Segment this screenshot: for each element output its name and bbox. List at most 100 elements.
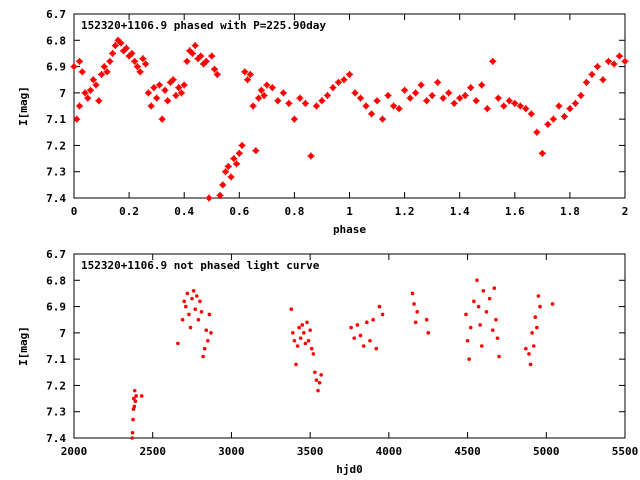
data-point — [615, 52, 623, 60]
data-point — [130, 430, 135, 435]
data-point — [377, 304, 382, 309]
data-point — [207, 312, 212, 317]
data-point — [252, 147, 260, 155]
data-point — [323, 91, 331, 99]
data-point — [70, 63, 78, 71]
data-point — [191, 289, 196, 293]
x-axis-label: phase — [333, 223, 366, 236]
y-tick-label: 7.4 — [46, 192, 66, 205]
data-point — [340, 76, 348, 84]
chart-title: 152320+1106.9 phased with P=225.90day — [81, 19, 326, 32]
data-point — [183, 57, 191, 65]
data-point — [300, 323, 305, 327]
data-point — [177, 89, 185, 97]
data-point — [194, 294, 199, 298]
data-point — [241, 68, 249, 76]
x-tick-label: 2500 — [139, 445, 166, 458]
x-tick-label: 0.8 — [284, 205, 304, 218]
data-point — [478, 81, 486, 89]
data-point — [362, 102, 370, 110]
data-point — [180, 81, 188, 89]
chart-panel-2: 2000 2500 3000 3500 4000 4500 5000 5500 6.7 6.8 6.… — [17, 248, 638, 476]
y-tick-label: 6.8 — [46, 34, 66, 47]
data-point — [297, 325, 301, 330]
data-point — [213, 70, 221, 78]
data-point — [527, 352, 531, 356]
data-point — [180, 317, 185, 322]
x-tick-label: 5000 — [533, 445, 560, 458]
data-point — [413, 320, 418, 325]
data-point — [78, 68, 86, 76]
data-point — [511, 99, 519, 107]
data-point — [296, 94, 304, 102]
data-point — [490, 328, 495, 333]
data-point — [489, 57, 497, 65]
data-point — [235, 149, 243, 157]
data-point — [349, 325, 353, 330]
data-point — [87, 86, 95, 94]
data-point — [274, 97, 282, 105]
data-point — [147, 102, 155, 110]
data-point — [312, 102, 320, 110]
data-point — [481, 289, 486, 293]
data-point — [131, 57, 139, 65]
data-point — [211, 65, 219, 73]
data-point — [106, 57, 114, 65]
x-tick-label: 4000 — [376, 445, 403, 458]
data-point — [206, 338, 210, 343]
data-point — [246, 70, 254, 78]
data-point — [133, 63, 141, 71]
data-point — [467, 357, 471, 361]
data-point — [298, 336, 303, 340]
data-point — [329, 84, 337, 92]
data-point — [538, 149, 546, 157]
data-point — [528, 362, 533, 367]
data-point — [593, 63, 601, 71]
data-point — [472, 299, 476, 304]
data-point — [465, 338, 470, 343]
data-point — [424, 317, 429, 322]
data-point — [374, 346, 379, 351]
data-point — [260, 91, 268, 99]
y-tick-label: 6.7 — [46, 8, 66, 21]
x-tick-label: 2 — [622, 205, 629, 218]
y-tick-label: 7 — [59, 327, 66, 340]
y-tick-label: 6.7 — [46, 248, 66, 261]
data-point — [301, 99, 309, 107]
data-point — [139, 394, 144, 398]
data-point — [317, 381, 322, 385]
data-point — [190, 296, 194, 301]
data-point — [289, 307, 294, 312]
data-point — [100, 63, 108, 71]
data-point — [533, 128, 541, 136]
data-point — [415, 310, 419, 314]
data-point — [318, 97, 326, 105]
data-point — [456, 94, 464, 102]
data-point — [95, 97, 103, 105]
data-point — [187, 312, 191, 317]
data-point — [390, 102, 398, 110]
data-point — [384, 91, 392, 99]
data-point — [188, 325, 193, 330]
data-point — [109, 49, 117, 57]
data-point — [495, 336, 500, 340]
data-point — [150, 84, 158, 92]
x-tick-label: 3500 — [297, 445, 324, 458]
data-point — [311, 352, 316, 356]
data-point — [478, 323, 482, 327]
data-point — [368, 110, 376, 118]
data-point — [294, 362, 298, 367]
data-point — [566, 105, 574, 113]
data-point — [538, 304, 542, 309]
data-point — [412, 302, 416, 306]
data-point — [314, 378, 319, 382]
data-point — [497, 354, 501, 359]
data-point — [233, 160, 241, 168]
data-point — [142, 60, 150, 68]
data-point — [379, 115, 387, 123]
data-point — [524, 346, 528, 351]
x-tick-label: 1.8 — [560, 205, 580, 218]
data-point — [205, 194, 213, 202]
data-point — [183, 304, 188, 309]
data-point — [188, 49, 196, 57]
